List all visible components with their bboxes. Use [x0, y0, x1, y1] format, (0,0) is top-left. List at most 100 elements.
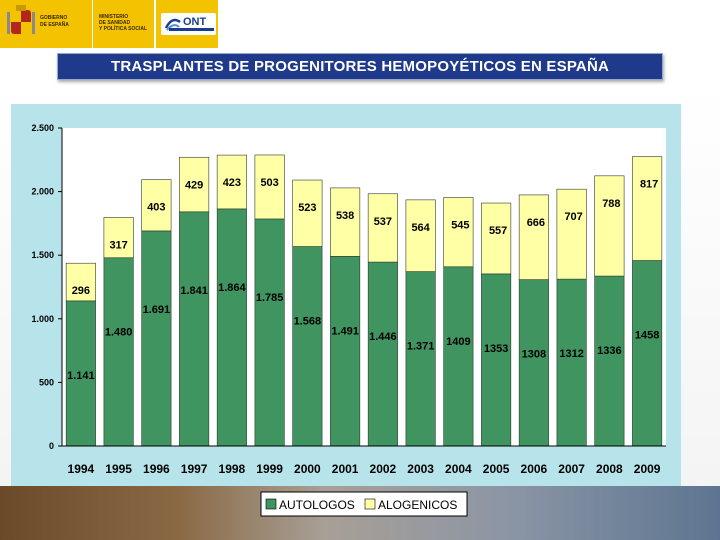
x-tick-label: 1995 — [105, 462, 132, 476]
bar-autologos — [330, 256, 361, 447]
data-label-alogenicos: 538 — [336, 210, 354, 222]
data-label-autologos: 1.841 — [180, 285, 208, 297]
x-tick-label: 2007 — [558, 462, 585, 476]
bar-autologos — [292, 246, 323, 447]
data-label-alogenicos: 503 — [260, 177, 278, 189]
bar-alogenicos — [65, 262, 96, 302]
x-tick-label: 2005 — [483, 462, 510, 476]
header: GOBIERNO DE ESPAÑA MINISTERIO DE SANIDAD… — [0, 0, 720, 50]
data-label-autologos: 1.480 — [105, 327, 133, 339]
x-tick-label: 1998 — [219, 462, 246, 476]
data-label-autologos: 1.691 — [143, 304, 171, 316]
bar-alogenicos — [216, 154, 247, 210]
data-label-autologos: 1.785 — [256, 292, 284, 304]
x-tick-label: 2006 — [521, 462, 548, 476]
data-label-alogenicos: 666 — [527, 217, 545, 229]
government-logo: GOBIERNO DE ESPAÑA — [0, 0, 92, 48]
bar-alogenicos — [556, 188, 587, 280]
ministry-logo-line1: MINISTERIO — [99, 14, 129, 20]
y-tick-label: 0 — [49, 441, 54, 451]
data-label-alogenicos: 523 — [298, 202, 316, 214]
legend-swatch-autologos — [265, 498, 277, 510]
x-tick-label: 2003 — [407, 462, 434, 476]
legend-label-autologos: AUTOLOGOS — [279, 498, 355, 512]
y-tick-label: 2.000 — [31, 187, 54, 197]
data-label-alogenicos: 429 — [185, 179, 203, 191]
legend-box — [260, 491, 468, 517]
data-label-alogenicos: 707 — [564, 211, 582, 223]
bar-alogenicos — [103, 217, 134, 259]
x-tick-label: 2000 — [294, 462, 321, 476]
data-label-autologos: 1458 — [635, 330, 659, 342]
bar-autologos — [367, 261, 398, 447]
bar-alogenicos — [330, 187, 361, 257]
data-label-autologos: 1409 — [446, 336, 470, 348]
data-label-autologos: 1.371 — [407, 341, 435, 353]
ministry-logo-line2: DE SANIDAD — [99, 20, 131, 26]
bar-alogenicos — [292, 179, 323, 247]
bar-alogenicos — [594, 175, 625, 277]
bars: 1.141 296 1.480 317 1.691 403 1.841 429 1.864 423… — [65, 154, 663, 447]
bar-autologos — [518, 279, 549, 447]
government-logo-line2: DE ESPAÑA — [40, 22, 69, 28]
y-tick-label: 500 — [39, 377, 54, 387]
data-label-alogenicos: 817 — [640, 179, 658, 191]
x-tick-label: 2001 — [332, 462, 359, 476]
x-tick-label: 2002 — [370, 462, 397, 476]
x-tick-label: 2009 — [634, 462, 661, 476]
data-label-autologos: 1.864 — [218, 282, 246, 294]
data-label-alogenicos: 564 — [411, 222, 430, 234]
data-label-alogenicos: 537 — [374, 216, 392, 228]
bar-alogenicos — [141, 179, 172, 232]
bar-alogenicos — [518, 194, 549, 280]
bar-alogenicos — [254, 154, 285, 220]
x-axis: 1994 1995 1996 1997 1998 1999 2000 2001 2002 2003… — [62, 445, 666, 476]
data-label-alogenicos: 317 — [109, 239, 127, 251]
x-tick-label: 1994 — [68, 462, 95, 476]
bar-autologos — [179, 211, 210, 447]
government-logo-line1: GOBIERNO — [40, 15, 68, 21]
title-bar: TRASPLANTES DE PROGENITORES HEMOPOYÉTICO… — [57, 53, 663, 80]
bar-autologos — [405, 271, 436, 447]
data-label-autologos: 1353 — [484, 343, 508, 355]
data-label-autologos: 1312 — [559, 348, 583, 360]
x-tick-label: 2008 — [596, 462, 623, 476]
data-label-alogenicos: 545 — [451, 219, 469, 231]
data-label-autologos: 1.568 — [294, 316, 322, 328]
bar-autologos — [481, 273, 512, 447]
bar-alogenicos — [443, 197, 474, 268]
legend-swatch-alogenicos — [364, 498, 376, 510]
legend: AUTOLOGOS ALOGENICOS — [260, 491, 468, 517]
bar-alogenicos — [179, 156, 210, 213]
ont-logo-underline — [169, 28, 214, 31]
x-tick-label: 1997 — [181, 462, 208, 476]
y-tick-label: 1.500 — [31, 250, 54, 260]
x-tick-label: 1996 — [143, 462, 170, 476]
page-title: TRASPLANTES DE PROGENITORES HEMOPOYÉTICO… — [110, 58, 610, 75]
bar-alogenicos — [632, 156, 663, 261]
data-label-alogenicos: 403 — [147, 202, 165, 214]
bar-autologos — [632, 260, 663, 447]
x-tick-label: 1999 — [256, 462, 283, 476]
y-tick-label: 1.000 — [31, 314, 54, 324]
data-label-alogenicos: 788 — [602, 198, 620, 210]
data-label-autologos: 1336 — [597, 345, 621, 357]
y-tick-label: 2.500 — [31, 123, 54, 133]
ont-logo: ONT — [155, 0, 218, 48]
y-axis: 0 500 1.000 1.500 2.000 2.500 — [31, 123, 63, 451]
data-label-alogenicos: 557 — [489, 225, 507, 237]
bar-autologos — [443, 266, 474, 447]
ont-logo-box: ONT — [161, 13, 216, 35]
coat-of-arms-icon — [7, 5, 35, 34]
data-label-alogenicos: 296 — [72, 285, 90, 297]
data-label-autologos: 1.446 — [369, 331, 397, 343]
ministry-logo-line3: Y POLÍTICA SOCIAL — [99, 26, 148, 32]
ont-swirl-icon — [164, 18, 181, 31]
bar-autologos — [141, 230, 172, 447]
ministry-logo: MINISTERIO DE SANIDAD Y POLÍTICA SOCIAL — [92, 0, 154, 48]
data-label-autologos: 1.491 — [331, 325, 359, 337]
x-tick-label: 2004 — [445, 462, 472, 476]
data-label-autologos: 1.141 — [67, 370, 95, 382]
bar-autologos — [556, 278, 587, 447]
